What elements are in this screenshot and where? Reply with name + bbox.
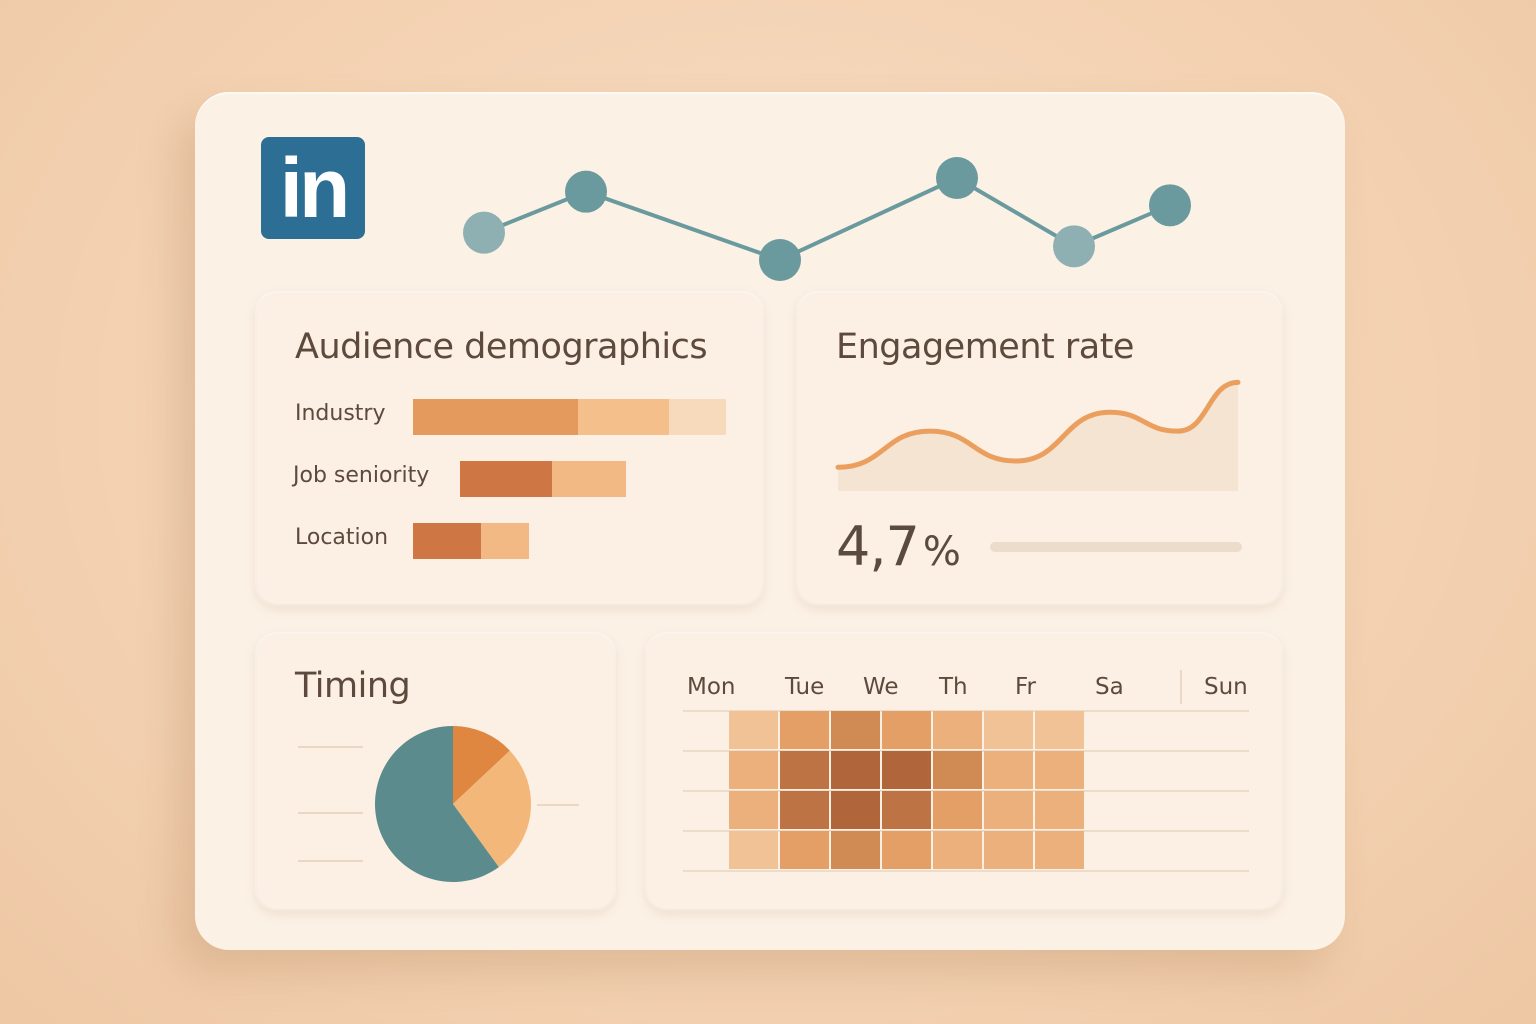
demographic-bar[interactable] <box>413 399 726 435</box>
card-title: Timing <box>295 666 411 706</box>
trend-point[interactable] <box>1053 225 1095 268</box>
heatmap-cell[interactable] <box>831 751 880 789</box>
heatmap-cell[interactable] <box>882 751 931 789</box>
engagement-value: 4,7% <box>836 515 961 578</box>
engagement-line <box>835 379 1241 470</box>
legend-line <box>298 746 363 748</box>
heatmap-cell[interactable] <box>780 711 829 749</box>
heatmap-cell[interactable] <box>1035 831 1084 869</box>
heatmap-cell[interactable] <box>882 831 931 869</box>
engagement-rate-card[interactable]: Engagement rate 4,7% <box>798 293 1281 604</box>
engagement-area <box>838 382 1238 491</box>
engagement-unit: % <box>922 529 961 575</box>
day-label: We <box>863 674 899 700</box>
heatmap-cell[interactable] <box>729 751 778 789</box>
heatmap-cell[interactable] <box>729 711 778 749</box>
heatmap-cell[interactable] <box>780 831 829 869</box>
bar-segment <box>578 399 669 435</box>
heatmap-cell[interactable] <box>729 831 778 869</box>
timing-pie-chart <box>375 726 531 882</box>
heatmap-cell[interactable] <box>831 831 880 869</box>
card-title: Engagement rate <box>836 327 1134 367</box>
legend-line <box>298 860 363 862</box>
pie-slice[interactable] <box>453 726 510 804</box>
day-label: Sa <box>1095 674 1124 700</box>
heatmap-cell[interactable] <box>984 791 1033 829</box>
heatmap-cell[interactable] <box>780 791 829 829</box>
heatmap-cell[interactable] <box>984 751 1033 789</box>
heatmap-cell[interactable] <box>729 791 778 829</box>
demographic-label: Location <box>295 525 389 550</box>
day-separator <box>1180 670 1182 704</box>
logo-text: in <box>279 141 351 235</box>
audience-demographics-card[interactable]: Audience demographics Industry Job senior… <box>257 293 762 604</box>
day-label: Sun <box>1204 674 1248 700</box>
heatmap-cell[interactable] <box>831 711 880 749</box>
timing-card[interactable]: Timing <box>257 634 614 909</box>
demographic-label: Industry <box>295 401 386 426</box>
heatmap-cell[interactable] <box>984 831 1033 869</box>
engagement-number: 4,7 <box>836 515 920 578</box>
legend-line <box>537 804 579 806</box>
pie-slice[interactable] <box>453 750 531 868</box>
weekly-heatmap-card[interactable]: Mon Tue We Th Fr Sa Sun <box>647 634 1281 909</box>
pie-slice[interactable] <box>375 726 499 882</box>
heatmap-cell[interactable] <box>984 711 1033 749</box>
heatmap-cell[interactable] <box>933 791 982 829</box>
trend-point[interactable] <box>463 211 505 254</box>
heatmap-cell[interactable] <box>933 751 982 789</box>
bar-segment <box>413 399 578 435</box>
heatmap-cell[interactable] <box>1035 751 1084 789</box>
trend-line-chart <box>463 157 1191 281</box>
trend-point[interactable] <box>1149 184 1191 227</box>
heatmap-cell[interactable] <box>780 751 829 789</box>
trend-point[interactable] <box>565 170 607 213</box>
bar-segment <box>669 399 726 435</box>
demographic-bar[interactable] <box>413 523 529 559</box>
heatmap-cell[interactable] <box>1035 791 1084 829</box>
heatmap-cell[interactable] <box>933 711 982 749</box>
heatmap-cell[interactable] <box>933 831 982 869</box>
linkedin-logo-icon[interactable]: in <box>261 137 365 239</box>
demographic-label: Job seniority <box>293 463 430 488</box>
day-label: Tue <box>785 674 825 700</box>
engagement-area-chart <box>835 379 1241 491</box>
heatmap-cell[interactable] <box>1035 711 1084 749</box>
heatmap-cell[interactable] <box>882 711 931 749</box>
bar-segment <box>460 461 552 497</box>
demographic-bar[interactable] <box>460 461 626 497</box>
day-label: Fr <box>1015 674 1037 700</box>
bar-segment <box>481 523 529 559</box>
trend-point[interactable] <box>759 239 801 281</box>
bar-segment <box>552 461 626 497</box>
bar-segment <box>413 523 481 559</box>
heatmap-cell[interactable] <box>882 791 931 829</box>
legend-line <box>298 812 363 814</box>
engagement-progress-track <box>990 542 1242 552</box>
card-title: Audience demographics <box>295 327 708 367</box>
day-label: Mon <box>687 674 736 700</box>
heatmap-cell[interactable] <box>831 791 880 829</box>
day-label: Th <box>939 674 968 700</box>
trend-point[interactable] <box>936 157 978 199</box>
heatmap-gridline <box>683 870 1249 872</box>
